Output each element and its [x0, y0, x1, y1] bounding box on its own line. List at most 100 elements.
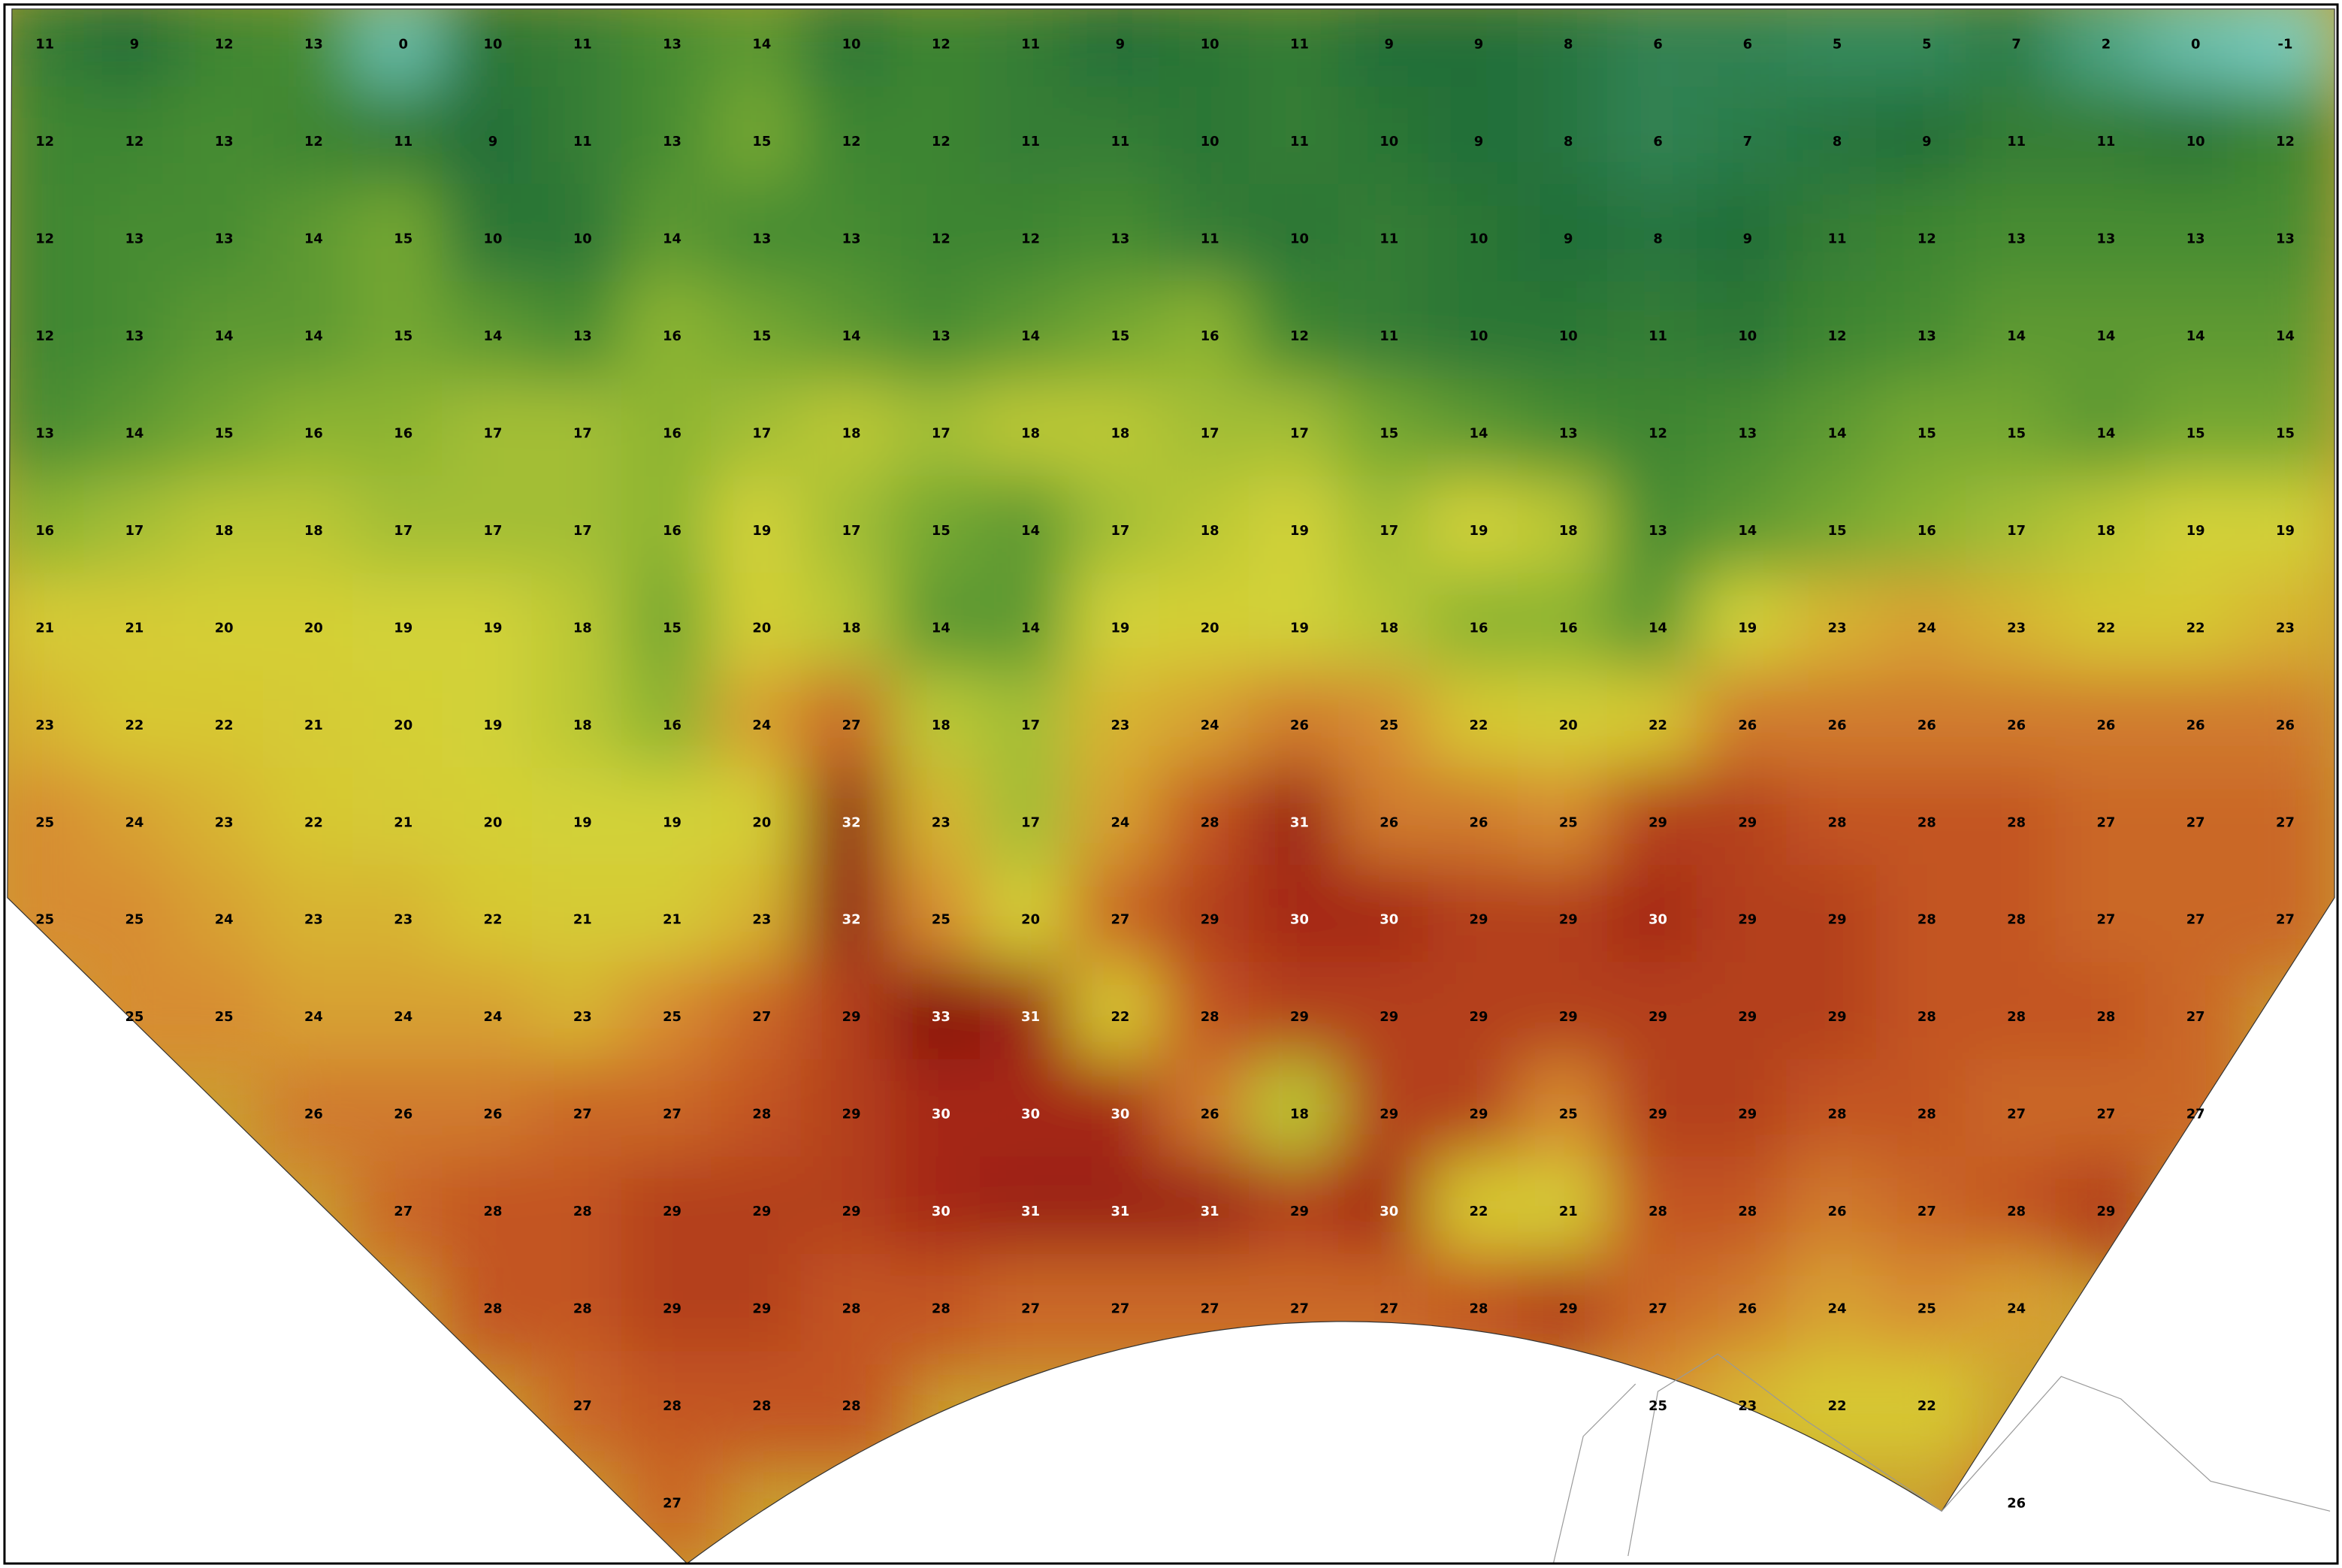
temperature-label: 13	[1648, 523, 1667, 539]
temperature-cell	[800, 1156, 902, 1267]
temperature-label: 10	[484, 231, 503, 247]
temperature-label: 28	[932, 1301, 950, 1316]
temperature-label: 24	[484, 1009, 503, 1025]
temperature-cell	[2144, 865, 2247, 976]
temperature-cell	[800, 865, 902, 976]
temperature-label: 27	[1648, 1301, 1667, 1316]
temperature-label: -1	[2278, 37, 2293, 53]
temperature-label: 18	[2096, 523, 2115, 539]
temperature-label: 30	[932, 1204, 950, 1219]
temperature-cell	[800, 1253, 902, 1365]
temperature-label: 22	[484, 912, 503, 928]
temperature-cell	[1606, 183, 1709, 295]
temperature-cell	[1517, 573, 1619, 684]
temperature-label: 25	[1559, 1107, 1578, 1122]
temperature-cell	[442, 8, 544, 101]
temperature-label: 21	[394, 814, 412, 830]
temperature-label: 25	[1380, 718, 1398, 733]
temperature-label: 10	[1470, 231, 1488, 247]
temperature-cell	[1697, 8, 1799, 101]
temperature-cell	[2055, 767, 2157, 878]
temperature-label: 22	[1917, 1398, 1936, 1414]
temperature-cell	[1338, 573, 1440, 684]
temperature-cell	[711, 1351, 813, 1462]
temperature-cell	[2055, 670, 2157, 781]
temperature-label: 29	[752, 1301, 771, 1316]
temperature-label: 13	[1111, 231, 1129, 247]
temperature-cell	[1517, 476, 1619, 587]
temperature-label: 12	[1828, 328, 1847, 344]
temperature-cell	[1069, 1156, 1171, 1267]
temperature-cell	[980, 670, 1082, 781]
temperature-cell	[2055, 1059, 2157, 1171]
temperature-cell	[1338, 281, 1440, 392]
temperature-label: 26	[1738, 1301, 1757, 1316]
temperature-label: 18	[1559, 523, 1578, 539]
temperature-cell	[1338, 865, 1440, 976]
temperature-label: 27	[573, 1398, 592, 1414]
temperature-cell	[1697, 670, 1799, 781]
temperature-label: 10	[1470, 328, 1488, 344]
temperature-cell	[621, 1351, 724, 1462]
temperature-label: 29	[842, 1009, 861, 1025]
temperature-cell	[711, 767, 813, 878]
temperature-label: 27	[2276, 912, 2295, 928]
temperature-label: 19	[2276, 523, 2295, 539]
temperature-cell	[2144, 86, 2247, 198]
temperature-label: 28	[842, 1398, 861, 1414]
temperature-cell	[352, 281, 455, 392]
temperature-label: 22	[2186, 620, 2205, 636]
temperature-cell	[890, 8, 992, 101]
temperature-cell	[1517, 281, 1619, 392]
temperature-label: 21	[663, 912, 681, 928]
temperature-label: 27	[1917, 1204, 1936, 1219]
temperature-label: 17	[573, 523, 592, 539]
temperature-cell	[800, 573, 902, 684]
temperature-label: 28	[842, 1301, 861, 1316]
temperature-cell	[1517, 1156, 1619, 1267]
temperature-label: 29	[1380, 1107, 1398, 1122]
temperature-label: 10	[1201, 37, 1219, 53]
temperature-label: 5	[1833, 37, 1842, 53]
temperature-cell	[2234, 378, 2335, 490]
temperature-cell	[352, 573, 455, 684]
temperature-label: 11	[1111, 134, 1129, 150]
temperature-cell	[621, 573, 724, 684]
temperature-cell	[1069, 962, 1171, 1073]
temperature-label: 14	[1648, 620, 1667, 636]
temperature-label: 14	[1021, 620, 1040, 636]
temperature-label: 10	[1290, 231, 1309, 247]
temperature-cell	[442, 183, 544, 295]
temperature-cell	[980, 378, 1082, 490]
temperature-cell	[1966, 8, 2068, 101]
temperature-cell	[980, 476, 1082, 587]
temperature-cell	[1966, 962, 2068, 1073]
temperature-cell	[1428, 281, 1530, 392]
temperature-cell	[442, 865, 544, 976]
temperature-label: 11	[2096, 134, 2115, 150]
temperature-cell	[1248, 962, 1351, 1073]
temperature-label: 28	[1917, 912, 1936, 928]
temperature-cell	[890, 86, 992, 198]
temperature-cell	[173, 767, 275, 878]
temperature-label: 13	[663, 134, 681, 150]
temperature-label: 15	[2276, 425, 2295, 441]
temperature-label: 26	[304, 1107, 323, 1122]
temperature-label: 18	[573, 620, 592, 636]
temperature-cell	[1786, 8, 1888, 101]
temperature-cell	[1248, 1156, 1351, 1267]
temperature-cell	[1606, 1253, 1709, 1365]
temperature-label: 14	[1021, 523, 1040, 539]
temperature-cell	[1697, 476, 1799, 587]
temperature-cell	[2055, 378, 2157, 490]
temperature-cell	[352, 767, 455, 878]
temperature-cell	[621, 183, 724, 295]
temperature-label: 26	[394, 1107, 412, 1122]
temperature-cell	[2144, 767, 2247, 878]
temperature-cell	[1517, 378, 1619, 490]
temperature-label: 8	[1653, 231, 1662, 247]
temperature-cell	[1248, 281, 1351, 392]
temperature-cell	[1786, 962, 1888, 1073]
temperature-cell	[621, 8, 724, 101]
